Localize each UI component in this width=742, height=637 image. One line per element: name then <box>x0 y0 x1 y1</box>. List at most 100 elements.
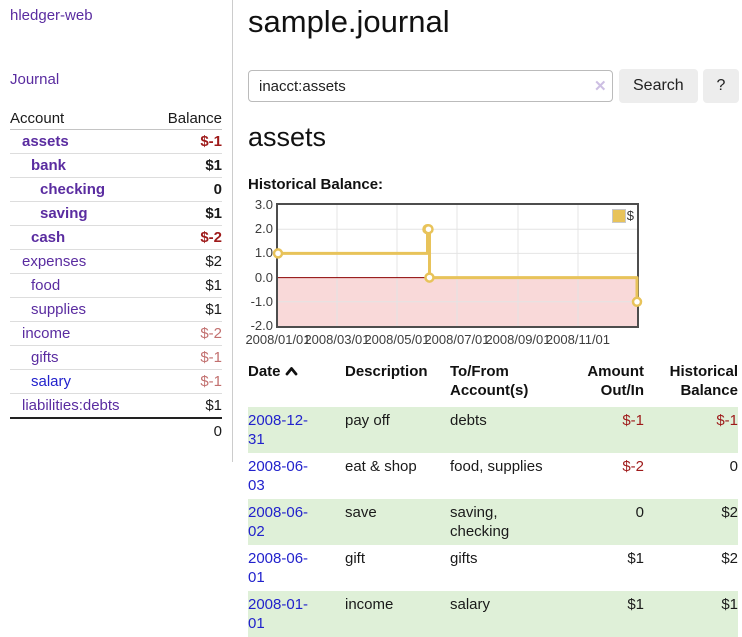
account-row: expenses $2 <box>10 250 222 274</box>
register-balance-cell: $1 <box>721 596 738 613</box>
transaction-date-link[interactable]: 2008-12-31 <box>248 412 309 448</box>
app-brand-link[interactable]: hledger-web <box>10 7 93 24</box>
register-description-cell: save <box>345 504 377 521</box>
account-row: food $1 <box>10 274 222 298</box>
column-header-description: Description <box>345 363 428 380</box>
legend-swatch-icon <box>611 208 626 223</box>
accounts-total-value: 0 <box>213 422 222 440</box>
accounts-header-account: Account <box>10 110 65 127</box>
account-balance: $-1 <box>200 373 222 390</box>
register-amount-cell: $-1 <box>622 412 644 429</box>
account-balance: $2 <box>205 253 222 270</box>
column-header-accounts: To/From Account(s) <box>450 363 529 399</box>
x-tick-label: 2008/07/01 <box>424 332 490 347</box>
account-row: assets $-1 <box>10 130 222 154</box>
account-row: cash $-2 <box>10 226 222 250</box>
register-balance-cell: $2 <box>721 550 738 567</box>
chart-legend: $ <box>611 208 634 223</box>
transaction-date-link[interactable]: 2008-01-01 <box>248 596 309 632</box>
account-balance: $1 <box>205 397 222 414</box>
y-tick-label: 0.0 <box>254 269 273 285</box>
y-tick-label: 2.0 <box>254 221 273 237</box>
search-input[interactable] <box>248 70 613 102</box>
y-tick-label: 1.0 <box>254 245 273 261</box>
transaction-date-link[interactable]: 2008-06-02 <box>248 504 309 540</box>
clear-search-icon[interactable]: ✕ <box>594 78 607 95</box>
account-row: saving $1 <box>10 202 222 226</box>
register-row: 2008-01-01 income salary $1 $1 <box>248 591 738 637</box>
account-balance: $-1 <box>200 133 222 150</box>
account-section-title: assets <box>248 122 327 152</box>
x-tick-label: 2008/11/01 <box>545 332 611 347</box>
register-amount-cell: 0 <box>635 504 644 521</box>
account-balance: $1 <box>205 277 222 294</box>
account-balance: 0 <box>213 181 222 198</box>
account-row: supplies $1 <box>10 298 222 322</box>
account-link[interactable]: cash <box>31 229 66 246</box>
register-description-cell: income <box>345 596 394 613</box>
accounts-total-row: 0 <box>10 419 222 443</box>
y-tick-label: -1.0 <box>250 293 273 309</box>
register-balance-cell: $-1 <box>716 412 738 429</box>
register-accounts-cell: saving, checking <box>450 504 510 540</box>
column-header-balance: Historical Balance <box>669 363 738 399</box>
account-link[interactable]: food <box>31 277 61 294</box>
account-link[interactable]: saving <box>40 205 88 222</box>
account-link[interactable]: checking <box>40 181 106 198</box>
historical-balance-chart: 3.0 2.0 1.0 0.0 -1.0 -2.0 $ 2008/01/01 2008/03… <box>245 197 742 351</box>
transaction-date-link[interactable]: 2008-06-03 <box>248 458 309 494</box>
register-amount-cell: $1 <box>627 550 644 567</box>
column-header-date-label: Date <box>248 363 281 380</box>
register-balance-cell: 0 <box>729 458 738 475</box>
account-balance: $-2 <box>200 229 222 246</box>
sidebar-item-journal[interactable]: Journal <box>10 71 60 88</box>
x-tick-label: 2008/01/01 <box>245 332 311 347</box>
x-tick-label: 2008/03/01 <box>304 332 370 347</box>
account-row: income $-2 <box>10 322 222 346</box>
account-link[interactable]: expenses <box>22 253 87 270</box>
account-balance: $1 <box>205 205 222 222</box>
account-link[interactable]: supplies <box>31 301 87 318</box>
account-row: liabilities:debts $1 <box>10 394 222 419</box>
account-row: salary $-1 <box>10 370 222 394</box>
register-amount-cell: $-2 <box>622 458 644 475</box>
register-row: 2008-06-02 save saving, checking 0 $2 <box>248 499 738 545</box>
help-button[interactable]: ? <box>703 69 739 103</box>
register-row: 2008-06-03 eat & shop food, supplies $-2 0 <box>248 453 738 499</box>
account-link[interactable]: gifts <box>31 349 59 366</box>
account-link[interactable]: bank <box>31 157 67 174</box>
account-balance: $-2 <box>200 325 222 342</box>
account-link[interactable]: income <box>22 325 71 342</box>
register-date-cell: 2008-12-31 <box>248 407 345 453</box>
account-balance: $-1 <box>200 349 222 366</box>
register-header-row: Date Description To/From Account(s) Amou… <box>248 358 738 407</box>
account-row: gifts $-1 <box>10 346 222 370</box>
account-link[interactable]: assets <box>22 133 69 150</box>
account-link[interactable]: liabilities:debts <box>22 397 120 414</box>
search-button[interactable]: Search <box>619 69 698 103</box>
x-tick-label: 2008/09/01 <box>485 332 551 347</box>
account-row: bank $1 <box>10 154 222 178</box>
chart-svg <box>272 205 643 326</box>
register-body: 2008-12-31 pay off debts $-1 $-1 2008-06-03 ea… <box>248 407 738 637</box>
transaction-date-link[interactable]: 2008-06-01 <box>248 550 309 586</box>
register-accounts-cell: salary <box>450 596 491 613</box>
account-row: checking 0 <box>10 178 222 202</box>
register-date-cell: 2008-06-03 <box>248 453 345 499</box>
page-title: sample.journal <box>248 4 450 39</box>
y-tick-label: 3.0 <box>254 197 273 212</box>
account-link[interactable]: salary <box>31 373 72 390</box>
register-row: 2008-06-01 gift gifts $1 $2 <box>248 545 738 591</box>
sort-ascending-icon <box>285 362 298 381</box>
chart-x-axis: 2008/01/01 2008/03/01 2008/05/01 2008/07/01… <box>245 332 742 348</box>
register-date-cell: 2008-06-01 <box>248 545 345 591</box>
account-balance: $1 <box>205 301 222 318</box>
register-table: Date Description To/From Account(s) Amou… <box>248 358 738 637</box>
column-header-date[interactable]: Date <box>248 358 345 407</box>
account-balance: $1 <box>205 157 222 174</box>
register-date-cell: 2008-01-01 <box>248 591 345 637</box>
register-date-cell: 2008-06-02 <box>248 499 345 545</box>
legend-label: $ <box>626 208 634 223</box>
accounts-list: assets $-1 bank $1 checking 0 saving $1 cash $-2 e… <box>10 130 222 419</box>
column-header-amount: Amount Out/In <box>587 363 644 399</box>
